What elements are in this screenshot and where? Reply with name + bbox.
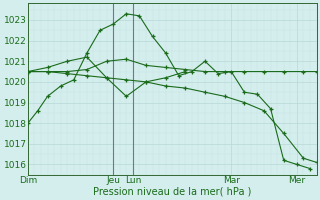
X-axis label: Pression niveau de la mer( hPa ): Pression niveau de la mer( hPa ) xyxy=(93,187,252,197)
